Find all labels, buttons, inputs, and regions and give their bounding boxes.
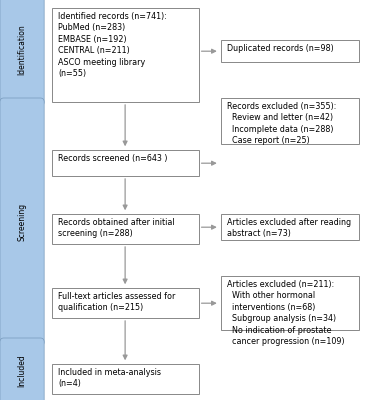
- FancyBboxPatch shape: [221, 40, 359, 62]
- FancyBboxPatch shape: [52, 364, 199, 394]
- FancyBboxPatch shape: [52, 8, 199, 102]
- Text: Identified records (n=741):
PubMed (n=283)
EMBASE (n=192)
CENTRAL (n=211)
ASCO m: Identified records (n=741): PubMed (n=28…: [58, 12, 167, 78]
- Text: Articles excluded (n=211):
  With other hormonal
  interventions (n=68)
  Subgro: Articles excluded (n=211): With other ho…: [227, 280, 345, 346]
- FancyBboxPatch shape: [0, 0, 44, 106]
- FancyBboxPatch shape: [52, 214, 199, 244]
- FancyBboxPatch shape: [52, 150, 199, 176]
- FancyBboxPatch shape: [0, 98, 44, 346]
- FancyBboxPatch shape: [221, 98, 359, 144]
- Text: Records obtained after initial
screening (n=288): Records obtained after initial screening…: [58, 218, 175, 238]
- FancyBboxPatch shape: [221, 276, 359, 330]
- Text: Identification: Identification: [18, 25, 26, 75]
- Text: Records excluded (n=355):
  Review and letter (n=42)
  Incomplete data (n=288)
 : Records excluded (n=355): Review and let…: [227, 102, 337, 145]
- FancyBboxPatch shape: [221, 214, 359, 240]
- Text: Duplicated records (n=98): Duplicated records (n=98): [227, 44, 334, 53]
- FancyBboxPatch shape: [0, 338, 44, 400]
- FancyBboxPatch shape: [52, 288, 199, 318]
- Text: Full-text articles assessed for
qualification (n=215): Full-text articles assessed for qualific…: [58, 292, 176, 312]
- Text: Articles excluded after reading
abstract (n=73): Articles excluded after reading abstract…: [227, 218, 351, 238]
- Text: Included: Included: [18, 354, 26, 387]
- Text: Screening: Screening: [18, 203, 26, 241]
- Text: Included in meta-analysis
(n=4): Included in meta-analysis (n=4): [58, 368, 161, 388]
- Text: Records screened (n=643 ): Records screened (n=643 ): [58, 154, 168, 163]
